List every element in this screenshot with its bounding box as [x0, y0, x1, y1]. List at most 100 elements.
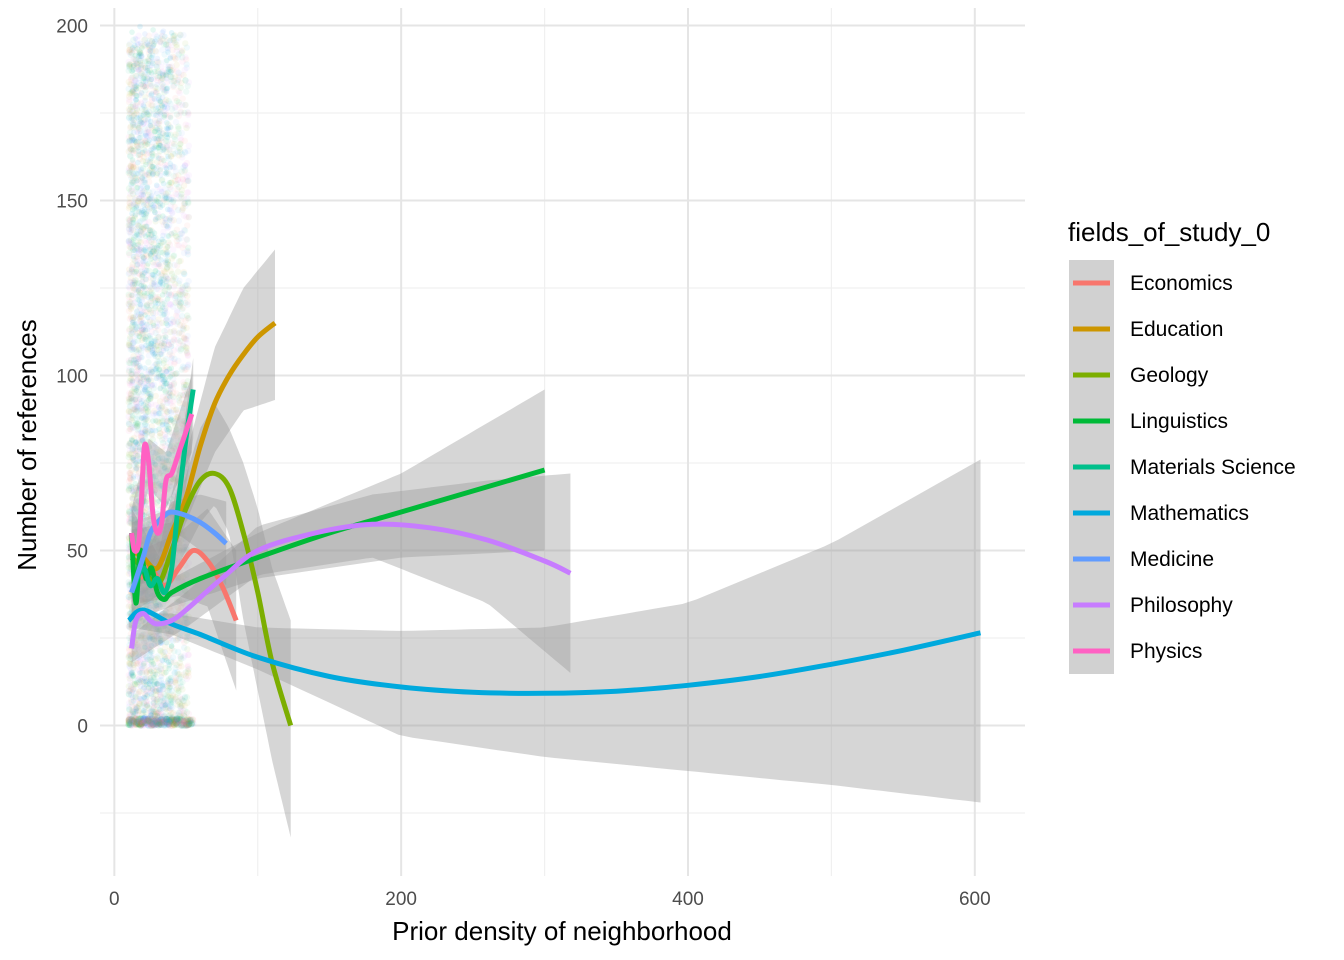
scatter-point [178, 136, 185, 144]
scatter-point [125, 58, 132, 66]
scatter-point [131, 424, 138, 431]
scatter-point [135, 56, 143, 63]
scatter-point [148, 38, 156, 45]
scatter-point [132, 35, 139, 42]
scatter-point [128, 696, 135, 704]
scatter-point [158, 63, 165, 71]
scatter-point [150, 667, 158, 674]
scatter-point [125, 715, 132, 723]
scatter-point [162, 396, 169, 403]
scatter-point [145, 359, 152, 366]
scatter-point [180, 671, 187, 678]
scatter-point [133, 268, 140, 275]
scatter-point [137, 65, 145, 73]
scatter-point [157, 201, 164, 207]
scatter-point [180, 212, 188, 219]
scatter-point [180, 326, 187, 333]
scatter-point [127, 190, 134, 198]
scatter-point [142, 430, 149, 438]
scatter-point [184, 340, 191, 347]
scatter-point [135, 646, 142, 653]
scatter-point [142, 668, 150, 676]
scatter-point [137, 119, 144, 127]
scatter-point [164, 368, 171, 376]
scatter-point [170, 82, 177, 89]
scatter-point [180, 527, 187, 534]
scatter-point [160, 267, 168, 275]
scatter-point [144, 408, 151, 416]
scatter-point [170, 393, 177, 401]
scatter-point [176, 302, 183, 309]
scatter-point [144, 117, 152, 124]
scatter-point [159, 273, 167, 280]
scatter-point [175, 709, 182, 716]
scatter-point [171, 420, 178, 427]
x-tick-label: 600 [959, 889, 991, 910]
scatter-point [184, 651, 192, 659]
scatter-point [126, 199, 133, 207]
scatter-point [131, 406, 138, 413]
scatter-point [150, 163, 156, 170]
scatter-point [138, 141, 145, 149]
scatter-point [148, 38, 156, 45]
scatter-point [155, 467, 162, 474]
scatter-point [129, 216, 137, 224]
scatter-point [177, 235, 184, 242]
scatter-point [170, 418, 178, 425]
scatter-point [140, 709, 147, 717]
scatter-point [131, 214, 139, 221]
scatter-point [147, 293, 154, 300]
scatter-point [133, 280, 140, 287]
scatter-point [164, 46, 172, 53]
scatter-point [149, 249, 156, 256]
scatter-point [164, 78, 171, 86]
legend: fields_of_study_0 Economics Education Geol… [1068, 217, 1296, 674]
scatter-point [137, 286, 144, 293]
scatter-point [161, 653, 168, 660]
scatter-point [160, 347, 167, 354]
scatter-point [131, 137, 138, 144]
scatter-point [168, 643, 175, 649]
scatter-point [141, 83, 148, 90]
scatter-point [169, 194, 176, 201]
scatter-point [126, 136, 133, 144]
scatter-point [181, 639, 188, 646]
scatter-point [133, 96, 140, 103]
scatter-point [173, 370, 180, 377]
scatter-point [135, 383, 143, 391]
scatter-point [138, 436, 146, 444]
scatter-point [159, 421, 166, 428]
scatter-point [156, 719, 164, 726]
scatter-point [159, 600, 167, 608]
scatter-point [163, 368, 170, 375]
scatter-point [176, 700, 184, 707]
scatter-point [143, 422, 151, 430]
grid [100, 8, 1025, 876]
scatter-point [139, 165, 147, 172]
scatter-point [186, 716, 194, 724]
scatter-point [177, 653, 185, 660]
scatter-point [163, 192, 171, 199]
scatter-point [140, 193, 147, 200]
legend-label: Geology [1130, 364, 1209, 387]
scatter-point [137, 318, 144, 325]
scatter-point [184, 147, 192, 155]
scatter-point [166, 665, 172, 672]
scatter-point [164, 699, 171, 706]
scatter-point [132, 709, 139, 716]
scatter-point [168, 709, 175, 717]
scatter-point [155, 677, 163, 685]
scatter-point [159, 717, 166, 724]
scatter-point [150, 203, 157, 211]
scatter-point [166, 707, 173, 714]
scatter-point [141, 214, 148, 222]
scatter-point [170, 32, 177, 40]
legend-title: fields_of_study_0 [1068, 217, 1270, 247]
scatter-point [146, 50, 153, 58]
scatter-point [130, 246, 137, 254]
scatter-point [173, 407, 180, 414]
scatter-point [177, 391, 184, 399]
scatter-point [135, 246, 142, 254]
scatter-point [178, 71, 185, 78]
scatter-point [155, 630, 162, 638]
